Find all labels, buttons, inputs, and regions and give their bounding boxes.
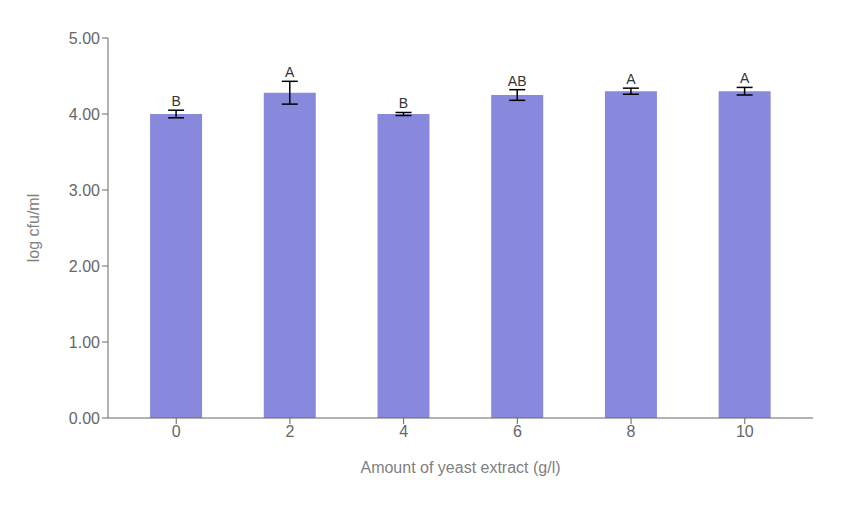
svg-text:Amount of yeast extract (g/l): Amount of yeast extract (g/l): [360, 459, 560, 476]
svg-text:8: 8: [627, 423, 636, 440]
svg-text:log cfu/ml: log cfu/ml: [25, 194, 42, 262]
svg-text:5.00: 5.00: [69, 30, 100, 47]
svg-text:3.00: 3.00: [69, 182, 100, 199]
svg-text:0.00: 0.00: [69, 410, 100, 427]
svg-text:2.00: 2.00: [69, 258, 100, 275]
svg-text:1.00: 1.00: [69, 334, 100, 351]
svg-text:B: B: [171, 93, 180, 109]
svg-text:4: 4: [399, 423, 408, 440]
svg-text:10: 10: [736, 423, 754, 440]
svg-text:0: 0: [172, 423, 181, 440]
svg-text:2: 2: [285, 423, 294, 440]
svg-text:AB: AB: [508, 73, 527, 89]
svg-text:4.00: 4.00: [69, 106, 100, 123]
svg-text:A: A: [740, 70, 750, 86]
svg-text:B: B: [399, 95, 408, 111]
svg-text:A: A: [626, 71, 636, 87]
svg-text:A: A: [285, 64, 295, 80]
svg-text:6: 6: [513, 423, 522, 440]
